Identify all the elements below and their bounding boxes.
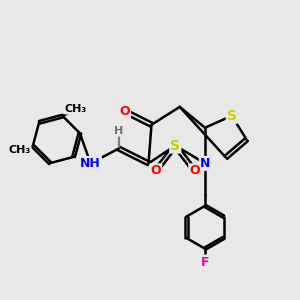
Text: NH: NH [80, 157, 101, 170]
Text: S: S [227, 109, 237, 123]
Text: H: H [114, 126, 123, 136]
Text: O: O [189, 164, 200, 177]
Text: F: F [201, 256, 209, 268]
Text: N: N [200, 157, 210, 170]
Text: O: O [119, 105, 130, 118]
Text: O: O [151, 164, 161, 177]
Text: CH₃: CH₃ [65, 103, 87, 114]
Text: S: S [170, 139, 180, 152]
Text: CH₃: CH₃ [8, 146, 31, 155]
